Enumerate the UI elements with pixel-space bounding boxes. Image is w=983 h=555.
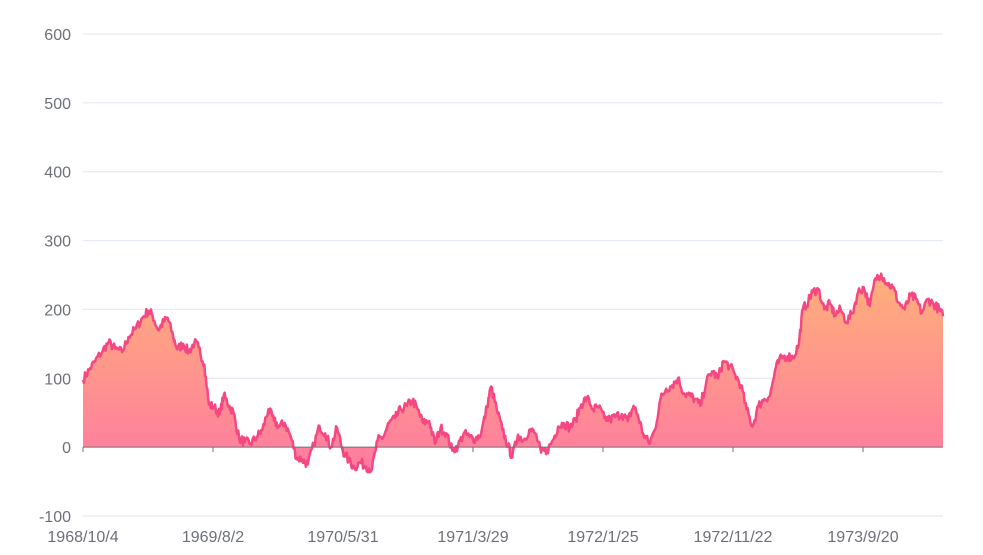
x-tick-label: 1971/3/29 <box>437 529 508 546</box>
series-area-fill <box>83 273 943 473</box>
x-axis-labels: 1968/10/4 1969/8/2 1970/5/31 1971/3/29 1972/… <box>47 529 898 546</box>
x-tick-label: 1972/11/22 <box>694 529 773 546</box>
x-tick-label: 1969/8/2 <box>182 529 244 546</box>
x-tick-label: 1970/5/31 <box>307 529 378 546</box>
series-line <box>81 272 945 474</box>
series-area <box>81 272 945 474</box>
y-tick-label: 500 <box>44 96 71 113</box>
x-tick-label: 1972/1/25 <box>567 529 638 546</box>
y-tick-label: 600 <box>44 27 71 44</box>
x-axis <box>82 446 943 453</box>
x-tick-label: 1973/9/20 <box>827 529 898 546</box>
x-tick-label: 1968/10/4 <box>47 529 118 546</box>
y-axis-labels: 600 500 400 300 200 100 0 -100 <box>39 27 71 526</box>
y-tick-label: 400 <box>44 165 71 182</box>
y-tick-label: -100 <box>39 509 71 526</box>
grid-lines <box>83 33 943 517</box>
y-tick-label: 100 <box>44 371 71 388</box>
y-tick-label: 200 <box>44 302 71 319</box>
y-tick-label: 0 <box>62 440 71 457</box>
y-tick-label: 300 <box>44 234 71 251</box>
